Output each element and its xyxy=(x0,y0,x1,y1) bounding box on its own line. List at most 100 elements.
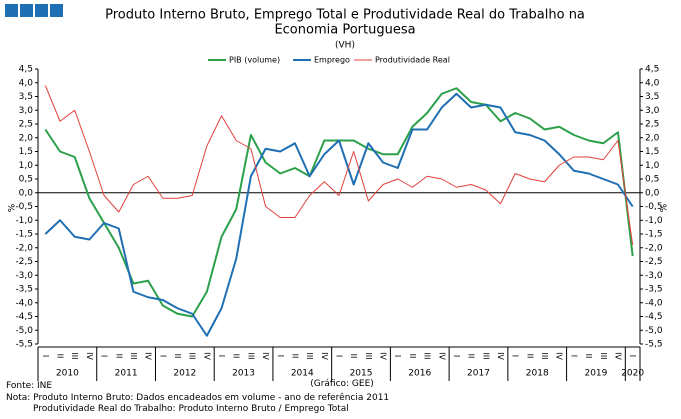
x-tick-label: III xyxy=(246,352,255,359)
x-tick-label: II xyxy=(584,354,593,359)
y-tick-label: -1,0 xyxy=(15,216,33,226)
series-line xyxy=(44,85,634,246)
x-tick-label: I xyxy=(335,355,344,357)
y2-tick-label: 1,0 xyxy=(645,161,660,171)
x-tick-label: IV xyxy=(261,352,270,360)
y-tick-label: -3,5 xyxy=(15,285,33,295)
x-tick-label: III xyxy=(364,352,373,359)
x-tick-label: II xyxy=(408,354,417,359)
y2-tick-label: 3,0 xyxy=(645,106,660,116)
note: Produtividade Real do Trabalho: Produto … xyxy=(33,404,349,414)
year-label: 2015 xyxy=(350,369,373,379)
y2-tick-label: -2,5 xyxy=(645,257,663,267)
year-label: 2020 xyxy=(621,369,644,379)
x-tick-label: IV xyxy=(496,352,505,360)
x-tick-label: II xyxy=(290,354,299,359)
x-tick-label: I xyxy=(41,355,50,357)
credit: (Gráfico: GEE) xyxy=(310,379,374,389)
chart-title: Produto Interno Bruto, Emprego Total e P… xyxy=(105,8,585,23)
logo-block xyxy=(50,4,63,17)
y-tick-label: 4,5 xyxy=(19,65,33,75)
y2-tick-label: -2,0 xyxy=(645,243,663,253)
x-tick-label: III xyxy=(599,352,608,359)
x-tick-label: I xyxy=(511,355,520,357)
year-label: 2010 xyxy=(56,369,79,379)
year-label: 2012 xyxy=(173,369,196,379)
x-tick-label: II xyxy=(173,354,182,359)
note: Nota: Produto Interno Bruto: Dados encad… xyxy=(6,392,389,403)
y2-tick-label: 0,5 xyxy=(645,175,659,185)
chart-subtitle: (VH) xyxy=(335,41,355,51)
x-tick-label: IV xyxy=(85,352,94,360)
y2-tick-label: 3,5 xyxy=(645,92,659,102)
x-tick-label: IV xyxy=(320,352,329,360)
y-tick-label: -4,0 xyxy=(15,298,33,308)
y-tick-label: 0,5 xyxy=(19,175,33,185)
y-tick-label: -0,5 xyxy=(15,202,33,212)
year-label: 2017 xyxy=(467,369,490,379)
y2-tick-label: 4,5 xyxy=(645,65,659,75)
x-tick-label: II xyxy=(525,354,534,359)
x-tick-label: II xyxy=(232,354,241,359)
year-label: 2018 xyxy=(526,369,549,379)
source: Fonte: INE xyxy=(6,381,52,391)
year-label: 2011 xyxy=(115,369,138,379)
logo-block xyxy=(20,4,33,17)
x-tick-label: IV xyxy=(555,352,564,360)
y-tick-label: -1,5 xyxy=(15,230,33,240)
x-tick-label: III xyxy=(70,352,79,359)
x-tick-label: I xyxy=(569,355,578,357)
x-tick-label: I xyxy=(276,355,285,357)
series-line xyxy=(44,87,634,318)
y-tick-label: -5,0 xyxy=(15,326,33,336)
y-axis-label: % xyxy=(8,203,18,212)
y-tick-label: -2,0 xyxy=(15,243,33,253)
y2-tick-label: -1,5 xyxy=(645,230,663,240)
x-tick-label: I xyxy=(452,355,461,357)
x-tick-label: I xyxy=(628,355,637,357)
y2-tick-label: -0,5 xyxy=(645,202,663,212)
x-tick-label: II xyxy=(56,354,65,359)
y-tick-label: 3,0 xyxy=(19,106,34,116)
y2-tick-label: -1,0 xyxy=(645,216,663,226)
y2-tick-label: -5,0 xyxy=(645,326,663,336)
x-tick-label: III xyxy=(129,352,138,359)
x-tick-label: III xyxy=(305,352,314,359)
x-tick-label: IV xyxy=(613,352,622,360)
x-tick-label: III xyxy=(423,352,432,359)
y-tick-label: 3,5 xyxy=(19,92,33,102)
y-tick-label: -3,0 xyxy=(15,271,33,281)
y2-tick-label: -4,5 xyxy=(645,312,663,322)
y-tick-label: -2,5 xyxy=(15,257,33,267)
y2-tick-label: -3,0 xyxy=(645,271,663,281)
y-tick-label: 2,0 xyxy=(19,133,34,143)
x-tick-label: I xyxy=(393,355,402,357)
y2-tick-label: 0,0 xyxy=(645,188,660,198)
legend-label: PIB (volume) xyxy=(229,56,280,65)
y-tick-label: 4,0 xyxy=(19,78,34,88)
y2-tick-label: 2,5 xyxy=(645,120,659,130)
series-line xyxy=(44,92,634,337)
year-label: 2013 xyxy=(232,369,255,379)
y2-tick-label: 4,0 xyxy=(645,78,660,88)
x-tick-label: II xyxy=(114,354,123,359)
y-tick-label: -4,5 xyxy=(15,312,33,322)
chart-title: Economia Portuguesa xyxy=(274,23,415,38)
x-tick-label: II xyxy=(349,354,358,359)
y2-tick-label: 2,0 xyxy=(645,133,660,143)
year-label: 2014 xyxy=(291,369,314,379)
x-tick-label: I xyxy=(100,355,109,357)
x-tick-label: III xyxy=(188,352,197,359)
y2-axis-label: % xyxy=(660,203,670,212)
y2-tick-label: -4,0 xyxy=(645,298,663,308)
y-tick-label: 1,0 xyxy=(19,161,34,171)
y2-tick-label: -3,5 xyxy=(645,285,663,295)
y-tick-label: -5,5 xyxy=(15,340,33,350)
x-tick-label: IV xyxy=(437,352,446,360)
x-tick-label: III xyxy=(540,352,549,359)
year-label: 2016 xyxy=(408,369,431,379)
x-tick-label: III xyxy=(481,352,490,359)
x-tick-label: II xyxy=(467,354,476,359)
legend-label: Emprego xyxy=(314,56,350,65)
